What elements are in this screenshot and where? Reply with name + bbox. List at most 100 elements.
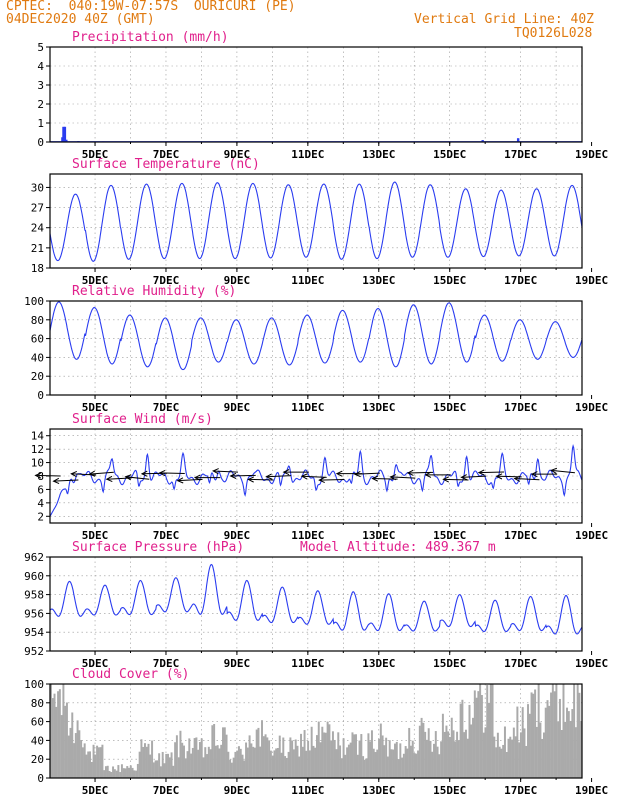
wind-ytick-label: 6 [37, 483, 44, 496]
cloud-cover-bar [456, 731, 459, 778]
cloud-cover-bar [402, 753, 405, 778]
cloud-cover-bar [103, 770, 106, 778]
wind-vector [407, 471, 434, 474]
cloud-cover-bar [161, 751, 164, 778]
cloud-cover-bar [198, 742, 201, 778]
cloud-cover-ytick-label: 80 [31, 697, 44, 710]
cloud-cover-bar [94, 754, 97, 778]
cloud-cover-bar [168, 757, 171, 778]
humidity-xtick-label: 13DEC [362, 401, 395, 414]
wind-vector-head [105, 475, 113, 482]
cloud-cover-bar [527, 704, 529, 778]
cloud-cover-bar [135, 770, 138, 778]
cloud-cover-bar [438, 754, 441, 778]
temperature-xtick-label: 7DEC [153, 274, 180, 287]
cloud-cover-bar [326, 721, 329, 778]
temperature-xtick-label: 5DEC [82, 274, 109, 287]
cloud-cover-bar [110, 772, 113, 778]
cloud-cover-bar [183, 745, 185, 778]
cloud-cover-bar [445, 725, 448, 778]
temperature-ytick-label: 18 [31, 262, 44, 275]
pressure-xtick-label: 15DEC [433, 657, 466, 670]
cloud-cover-bar [557, 721, 560, 778]
cloud-cover-bar [241, 754, 244, 778]
cloud-cover-bar [188, 738, 191, 778]
wind-vector-head [229, 472, 237, 479]
cloud-cover-xtick-label: 9DEC [224, 784, 251, 797]
cloud-cover-bar [347, 744, 350, 778]
cloud-cover-bar [282, 737, 285, 778]
cloud-cover-bar [498, 746, 501, 778]
cloud-cover-xtick-label: 7DEC [153, 784, 180, 797]
cloud-cover-bar [285, 757, 288, 778]
humidity-ytick-label: 0 [37, 389, 44, 402]
temperature-xtick-label: 15DEC [433, 274, 466, 287]
precipitation-xtick-label: 17DEC [504, 148, 537, 161]
header-station: CPTEC: 040:19W-07:57S OURICURI (PE) [6, 0, 296, 14]
cloud-cover-bar [425, 739, 428, 778]
wind-ytick-label: 2 [37, 510, 44, 523]
header-date: 04DEC2020 40Z (GMT) [6, 12, 155, 27]
cloud-cover-ytick-label: 20 [31, 753, 44, 766]
cloud-cover-bar [305, 750, 308, 778]
cloud-cover-bar [401, 757, 404, 778]
cloud-cover-bar [206, 754, 209, 778]
cloud-cover-bar [335, 749, 338, 778]
cloud-cover-bar [253, 747, 256, 778]
cloud-cover-bar [569, 720, 572, 778]
cloud-cover-bar [537, 684, 540, 778]
cloud-cover-bar [275, 748, 278, 778]
humidity-series-line [49, 301, 583, 371]
humidity-xtick-label: 15DEC [433, 401, 466, 414]
cloud-cover-bar [83, 743, 86, 778]
cloud-cover-bar [511, 739, 514, 778]
pressure-ytick-label: 952 [24, 645, 44, 658]
cloud-cover-bar [195, 737, 198, 778]
cloud-cover-bar [67, 735, 70, 778]
wind-vector [390, 476, 416, 479]
cloud-cover-bar [399, 743, 402, 778]
cloud-cover-bar [73, 743, 76, 778]
wind-vector-head [282, 469, 290, 476]
precipitation-ytick-label: 5 [37, 41, 44, 54]
wind-vector [230, 474, 256, 477]
cloud-cover-bar [76, 720, 79, 778]
cloud-cover-bar [369, 741, 372, 778]
cloud-cover-bar [381, 735, 384, 778]
pressure-xtick-label: 13DEC [362, 657, 395, 670]
pressure-xtick-label: 9DEC [224, 657, 251, 670]
cloud-cover-bar [386, 756, 389, 778]
wind-vector-head [442, 476, 450, 483]
humidity-frame [49, 300, 583, 396]
cloud-cover-bar [551, 684, 554, 778]
cloud-cover-bar [355, 734, 357, 778]
cloud-cover-bar [555, 684, 558, 778]
cloud-cover-bar [163, 763, 166, 778]
cloud-cover-bar [544, 707, 547, 778]
pressure-ytick-label: 960 [24, 570, 44, 583]
precipitation-xtick-label: 19DEC [575, 148, 608, 161]
cloud-cover-bar [548, 705, 551, 778]
cloud-cover-bar [470, 724, 473, 778]
cloud-cover-bar [65, 702, 68, 778]
cloud-cover-bar [491, 684, 494, 778]
wind-series-line [49, 443, 583, 517]
cloud-cover-bar [280, 752, 283, 778]
cloud-cover-bar [294, 739, 297, 778]
cloud-cover-bar [170, 752, 173, 778]
cloud-cover-xtick-label: 5DEC [82, 784, 109, 797]
cloud-cover-bar [151, 740, 154, 778]
header-code: TQ0126L028 [514, 26, 593, 41]
cloud-cover-bar [573, 684, 576, 778]
temperature-xtick-label: 19DEC [575, 274, 608, 287]
wind-vector-head [550, 467, 558, 474]
cloud-cover-bar [87, 751, 90, 778]
cloud-cover-bar [90, 761, 93, 778]
cloud-cover-bar [62, 684, 65, 778]
cloud-cover-bar [269, 750, 272, 778]
cloud-cover-bar [550, 692, 553, 778]
cloud-cover-bar [475, 697, 478, 778]
cloud-cover-bar [316, 735, 318, 778]
cloud-cover-bar [136, 763, 139, 778]
cloud-cover-bar [159, 766, 162, 778]
